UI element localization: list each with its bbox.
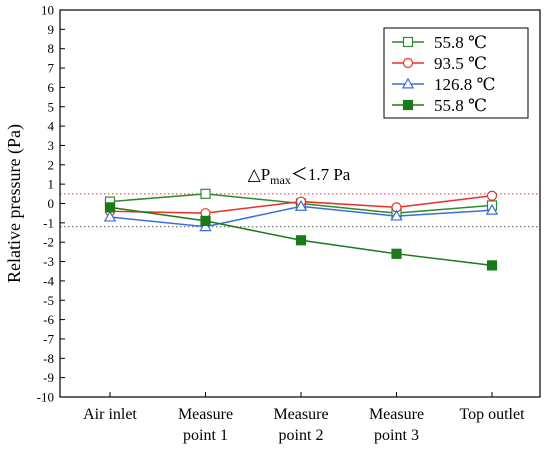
data-point	[486, 260, 498, 271]
y-tick-label: -1	[43, 215, 54, 230]
data-point	[295, 235, 307, 246]
y-tick-label: -8	[43, 351, 54, 366]
x-tick-label: Measure point 1	[178, 406, 233, 444]
y-tick-label: 3	[48, 138, 55, 153]
y-tick-label: -2	[43, 235, 54, 250]
y-tick-label: 4	[48, 119, 55, 134]
series-group	[103, 200, 499, 232]
y-tick-label: -4	[43, 273, 54, 288]
legend-item: 126.8 ℃	[392, 75, 496, 94]
data-point	[294, 200, 308, 211]
y-tick-label: -7	[43, 331, 54, 346]
series-group	[104, 202, 498, 271]
legend-item: 55.8 ℃	[392, 33, 487, 52]
y-tick-label: -9	[43, 370, 54, 385]
y-tick-label: 5	[48, 99, 55, 114]
data-point	[402, 36, 414, 48]
max-pressure-annotation: △Pmax＜1.7 Pa	[248, 165, 351, 187]
legend: 55.8 ℃ 93.5 ℃ 126.8 ℃ 55.8 ℃	[383, 27, 529, 119]
legend-label: 55.8 ℃	[434, 33, 487, 52]
legend-label: 55.8 ℃	[434, 96, 487, 115]
y-tick-label: -10	[37, 390, 54, 405]
legend-item: 93.5 ℃	[392, 54, 487, 73]
data-point	[401, 77, 415, 89]
data-point	[402, 57, 414, 69]
legend-item: 55.8 ℃	[392, 96, 487, 115]
x-tick-label: Measure point 2	[273, 406, 328, 444]
data-point	[200, 215, 211, 227]
y-tick-label: -6	[43, 312, 54, 327]
y-tick-label: 7	[48, 61, 55, 76]
y-tick-label: 9	[48, 22, 55, 37]
y-tick-label: 0	[48, 196, 55, 211]
y-tick-label: 8	[48, 41, 55, 56]
legend-label: 126.8 ℃	[434, 75, 496, 94]
y-axis-label: Relative pressure (Pa)	[4, 124, 25, 283]
data-point	[390, 209, 403, 221]
y-tick-label: 1	[48, 177, 55, 192]
x-axis: Air inlet Measure point 1 Measure point 2 Mea…	[83, 392, 525, 444]
data-point	[200, 188, 211, 199]
x-tick-label: Measure point 3	[369, 406, 424, 444]
series-layer	[103, 188, 499, 271]
y-tick-label: 2	[48, 157, 55, 172]
legend-label: 93.5 ℃	[434, 54, 487, 73]
data-point	[104, 202, 116, 213]
data-point	[391, 248, 402, 259]
reference-lines	[60, 193, 540, 228]
data-point	[103, 210, 117, 222]
data-point	[486, 190, 498, 201]
y-tick-label: 10	[41, 3, 54, 18]
x-tick-label: Air inlet	[83, 406, 137, 423]
x-tick-label: Top outlet	[459, 406, 525, 423]
y-tick-label: -5	[43, 293, 54, 308]
data-point	[402, 99, 414, 111]
data-point	[199, 220, 212, 232]
y-tick-label: -3	[43, 254, 54, 269]
data-point	[485, 203, 499, 215]
y-tick-label: 6	[48, 80, 55, 95]
